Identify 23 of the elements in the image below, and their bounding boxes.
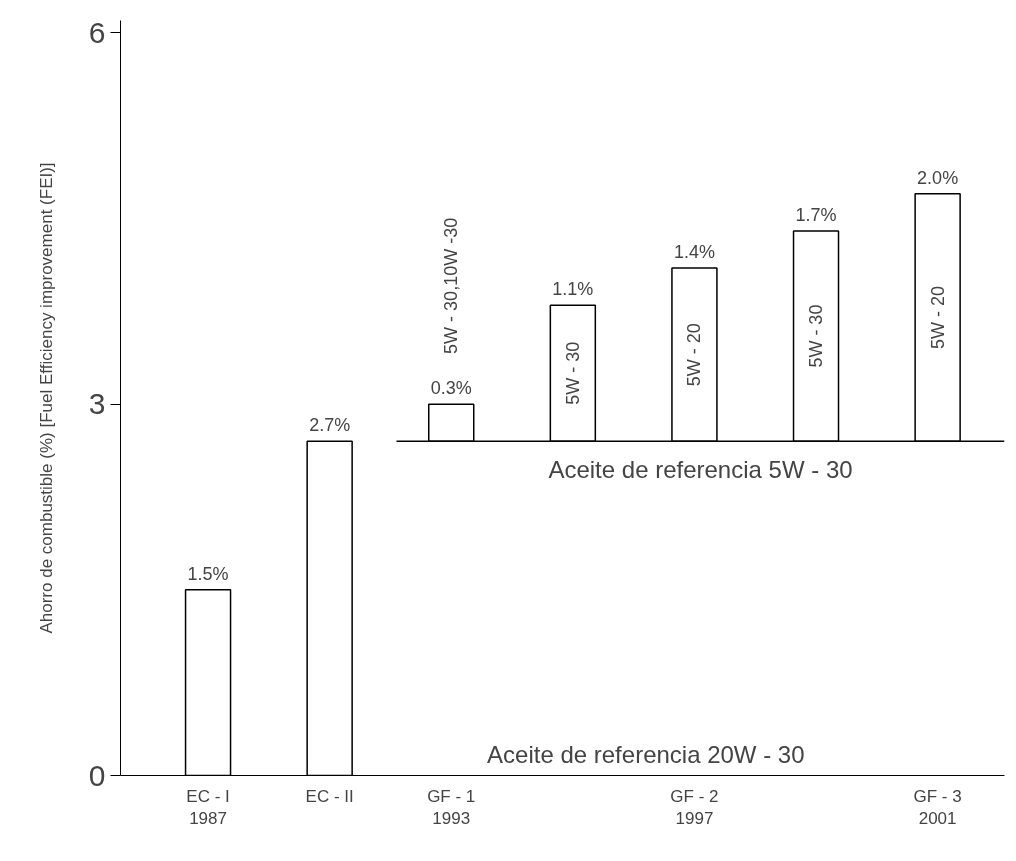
data-label: 0.3%	[430, 378, 472, 399]
data-label: 1.7%	[795, 204, 837, 225]
y-axis-title: Ahorro de combustible (%) [Fuel Efficiency improvement (FEI)]	[36, 162, 56, 634]
y-tick-label: 3	[88, 387, 106, 421]
annotation: 5W - 30	[806, 304, 827, 368]
data-label: 2.0%	[917, 167, 959, 188]
ref-line-label: Aceite de referencia 5W - 30	[548, 456, 853, 484]
x-tick-label: GF - 2 1997	[670, 786, 719, 829]
x-tick-label: EC - I 1987	[186, 786, 230, 829]
annotation: Aceite de referencia 20W - 30	[487, 740, 805, 768]
y-tick-label: 6	[88, 15, 106, 49]
data-label: 1.1%	[552, 279, 594, 300]
y-tick-label: 0	[88, 758, 106, 792]
data-label: 2.7%	[309, 415, 351, 436]
x-tick-label: GF - 3 2001	[913, 786, 962, 829]
annotation: 5W - 20	[684, 323, 705, 387]
data-label: 1.5%	[187, 563, 229, 584]
x-tick-label: GF - 1 1993	[427, 786, 476, 829]
data-label: 1.4%	[673, 242, 715, 263]
annotation: 5W - 30	[562, 341, 583, 405]
annotation: 5W - 30,10W -30	[441, 217, 462, 354]
x-tick-label: EC - II	[305, 786, 354, 806]
annotation: 5W - 20	[927, 286, 948, 350]
